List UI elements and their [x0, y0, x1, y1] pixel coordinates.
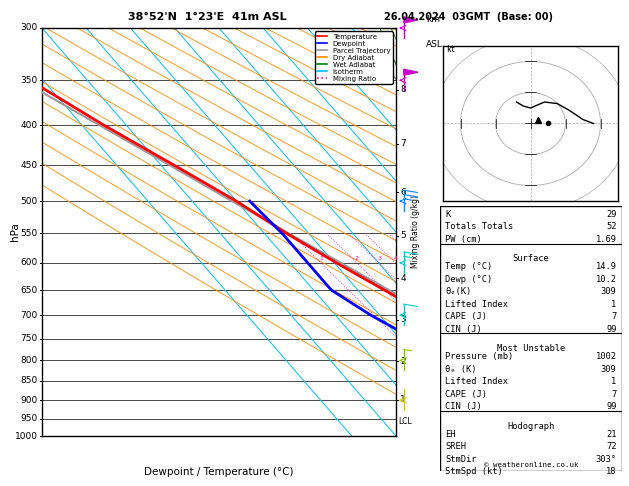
- Text: 29: 29: [606, 210, 616, 219]
- Text: Lifted Index: Lifted Index: [445, 377, 508, 386]
- Text: 72: 72: [606, 442, 616, 451]
- Text: Mixing Ratio (g/kg): Mixing Ratio (g/kg): [411, 195, 420, 268]
- Text: Hodograph: Hodograph: [508, 421, 555, 431]
- Text: θₑ (K): θₑ (K): [445, 365, 477, 374]
- Text: 7: 7: [400, 139, 406, 148]
- Text: θₑ(K): θₑ(K): [445, 287, 472, 296]
- Text: 950: 950: [21, 414, 38, 423]
- Text: 650: 650: [21, 285, 38, 295]
- Text: 21: 21: [606, 430, 616, 439]
- Text: 600: 600: [21, 259, 38, 267]
- Text: 6: 6: [400, 188, 406, 197]
- Text: 52: 52: [606, 223, 616, 231]
- Text: SREH: SREH: [445, 442, 467, 451]
- Text: 400: 400: [21, 121, 38, 130]
- Text: 500: 500: [21, 197, 38, 206]
- Text: Pressure (mb): Pressure (mb): [445, 352, 514, 362]
- Text: kt: kt: [447, 45, 456, 54]
- Text: 1: 1: [400, 396, 406, 404]
- Text: 1: 1: [611, 300, 616, 309]
- Text: Dewpoint / Temperature (°C): Dewpoint / Temperature (°C): [144, 467, 294, 477]
- Text: 750: 750: [21, 334, 38, 343]
- Text: Lifted Index: Lifted Index: [445, 300, 508, 309]
- Text: 300: 300: [21, 23, 38, 33]
- Text: 303°: 303°: [596, 455, 616, 464]
- Text: © weatheronline.co.uk: © weatheronline.co.uk: [484, 462, 578, 468]
- Text: 1000: 1000: [14, 432, 38, 440]
- Text: 4: 4: [400, 274, 406, 283]
- Text: Totals Totals: Totals Totals: [445, 223, 514, 231]
- Text: 1: 1: [319, 256, 323, 261]
- Text: 309: 309: [601, 287, 616, 296]
- Text: CAPE (J): CAPE (J): [445, 390, 487, 399]
- Text: 1: 1: [611, 377, 616, 386]
- Text: 7: 7: [611, 390, 616, 399]
- Text: Dewp (°C): Dewp (°C): [445, 275, 493, 284]
- Text: 3: 3: [400, 315, 406, 325]
- Text: 2: 2: [355, 256, 359, 261]
- Text: Temp (°C): Temp (°C): [445, 262, 493, 272]
- Text: 18: 18: [606, 467, 616, 476]
- Text: 1002: 1002: [596, 352, 616, 362]
- Text: 26.04.2024  03GMT  (Base: 00): 26.04.2024 03GMT (Base: 00): [384, 12, 553, 22]
- Text: 5: 5: [400, 231, 406, 241]
- Legend: Temperature, Dewpoint, Parcel Trajectory, Dry Adiabat, Wet Adiabat, Isotherm, Mi: Temperature, Dewpoint, Parcel Trajectory…: [314, 32, 392, 84]
- Text: 7: 7: [611, 312, 616, 321]
- Text: 3: 3: [377, 256, 381, 261]
- Text: StmSpd (kt): StmSpd (kt): [445, 467, 503, 476]
- Text: StmDir: StmDir: [445, 455, 477, 464]
- Text: 700: 700: [21, 311, 38, 320]
- Text: 1.69: 1.69: [596, 235, 616, 244]
- Text: ASL: ASL: [426, 40, 443, 49]
- Text: LCL: LCL: [398, 417, 411, 426]
- Text: 38°52'N  1°23'E  41m ASL: 38°52'N 1°23'E 41m ASL: [128, 12, 287, 22]
- Text: 900: 900: [21, 396, 38, 405]
- Text: 309: 309: [601, 365, 616, 374]
- Text: 550: 550: [21, 229, 38, 238]
- Text: 2: 2: [400, 357, 406, 366]
- Text: 99: 99: [606, 325, 616, 334]
- Text: 10.2: 10.2: [596, 275, 616, 284]
- Text: 99: 99: [606, 402, 616, 411]
- Text: 4: 4: [394, 256, 398, 261]
- Text: 450: 450: [21, 161, 38, 170]
- Text: 14.9: 14.9: [596, 262, 616, 272]
- Text: 8: 8: [400, 85, 406, 94]
- Text: Surface: Surface: [513, 254, 549, 263]
- Text: PW (cm): PW (cm): [445, 235, 482, 244]
- Text: 850: 850: [21, 377, 38, 385]
- Text: 350: 350: [21, 76, 38, 85]
- Text: EH: EH: [445, 430, 456, 439]
- Text: K: K: [445, 210, 451, 219]
- Polygon shape: [404, 69, 418, 75]
- Text: CIN (J): CIN (J): [445, 402, 482, 411]
- Text: 800: 800: [21, 356, 38, 365]
- Text: CIN (J): CIN (J): [445, 325, 482, 334]
- Polygon shape: [404, 17, 418, 23]
- Text: hPa: hPa: [11, 223, 21, 242]
- Text: CAPE (J): CAPE (J): [445, 312, 487, 321]
- Text: Most Unstable: Most Unstable: [497, 344, 565, 353]
- Text: km: km: [426, 15, 440, 24]
